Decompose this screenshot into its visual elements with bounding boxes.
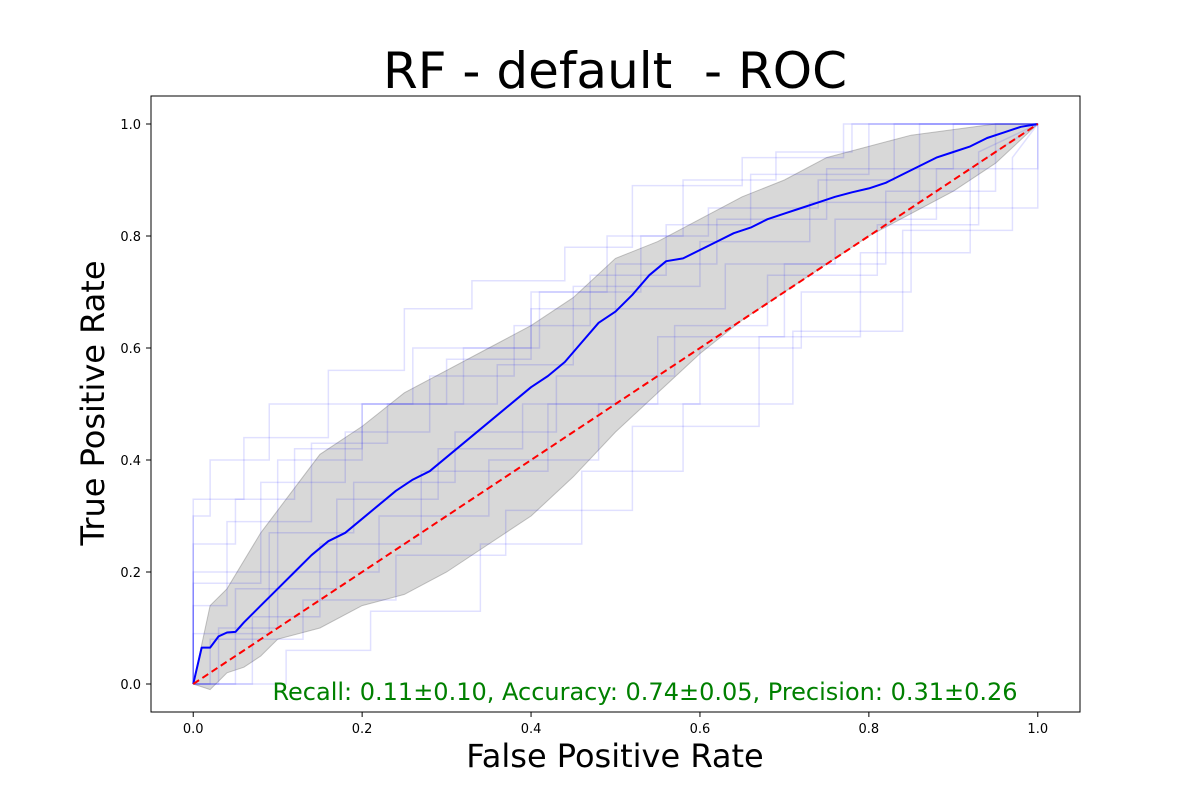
fold-roc-curve-11 xyxy=(192,123,1039,684)
fold-roc-curve-5 xyxy=(192,123,1038,684)
fold-roc-curve-1 xyxy=(192,123,1038,684)
x-tick-label: 0.6 xyxy=(690,722,711,737)
y-tick-label: 0.6 xyxy=(120,342,141,357)
fold-roc-curve-12 xyxy=(192,123,1038,684)
metrics-annotation: Recall: 0.11±0.10, Accuracy: 0.74±0.05, … xyxy=(272,678,1017,706)
axes-frame xyxy=(150,95,1081,713)
y-tick-label: 0.4 xyxy=(120,454,141,469)
x-tick-label: 0.0 xyxy=(183,722,204,737)
plot-area xyxy=(192,123,1040,691)
chart-title: RF - default - ROC xyxy=(383,42,847,100)
fold-roc-curve-4 xyxy=(193,123,1038,685)
mean-roc-line xyxy=(192,123,1038,685)
x-tick-label: 0.8 xyxy=(859,722,880,737)
chance-line xyxy=(192,123,1039,685)
fold-roc-curve-7 xyxy=(192,123,1038,684)
fold-roc-curve-3 xyxy=(192,123,1038,684)
y-axis: 0.0 0.2 0.4 0.6 0.8 1.0 xyxy=(120,118,151,693)
x-tick-label: 1.0 xyxy=(1027,722,1048,737)
fold-roc-curve-8 xyxy=(193,123,1039,685)
x-tick-label: 0.4 xyxy=(521,722,542,737)
x-axis-label: False Positive Rate xyxy=(466,737,763,775)
fold-roc-curve-9 xyxy=(192,123,1038,684)
y-tick-label: 1.0 xyxy=(120,118,141,133)
fold-roc-curve-6 xyxy=(193,123,1039,685)
y-axis-label: True Positive Rate xyxy=(74,260,112,546)
x-axis: 0.0 0.2 0.4 0.6 0.8 1.0 xyxy=(183,712,1048,737)
x-tick-label: 0.2 xyxy=(352,722,373,737)
y-tick-label: 0.0 xyxy=(120,678,141,693)
y-tick-label: 0.8 xyxy=(120,230,141,245)
y-tick-label: 0.2 xyxy=(120,566,141,581)
